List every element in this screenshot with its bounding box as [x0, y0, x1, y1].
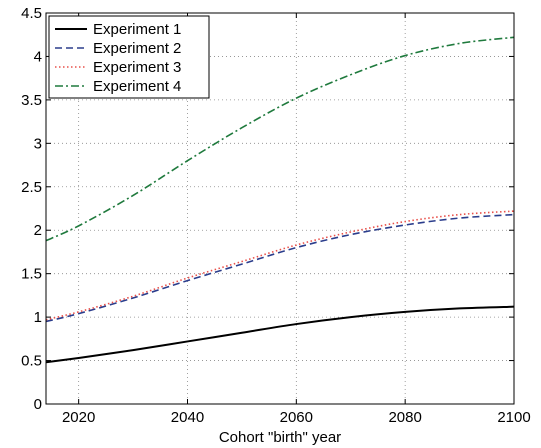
- axis-ticks: [46, 12, 515, 405]
- x-tick-label: 2060: [280, 409, 313, 426]
- x-tick-label: 2100: [497, 409, 530, 426]
- series-line-3: [45, 210, 515, 321]
- legend: Experiment 1 Experiment 2 Experiment 3 Expe…: [48, 15, 210, 99]
- series-line-2: [45, 213, 515, 323]
- legend-label: Experiment 4: [93, 78, 181, 95]
- y-tick-labels: 0 0.5 1 1.5 2 2.5 3 3.5 4 4.5: [21, 5, 42, 413]
- legend-label: Experiment 2: [93, 40, 181, 57]
- x-tick-label: 2020: [62, 409, 95, 426]
- y-tick-label: 0.5: [21, 353, 42, 370]
- plot-frame: [45, 12, 515, 405]
- x-tick-labels: 2020 2040 2060 2080 2100: [62, 409, 531, 426]
- y-tick-label: 2.5: [21, 179, 42, 196]
- x-tick-label: 2040: [171, 409, 204, 426]
- series-line-4: [45, 36, 515, 242]
- y-tick-label: 1.5: [21, 266, 42, 283]
- x-tick-label: 2080: [388, 409, 421, 426]
- series-line-1: [45, 305, 515, 364]
- legend-box: [48, 15, 210, 99]
- y-tick-label: 3: [34, 135, 42, 152]
- y-tick-label: 1: [34, 309, 42, 326]
- legend-label: Experiment 1: [93, 21, 181, 38]
- y-tick-label: 3.5: [21, 92, 42, 109]
- x-axis-label: Cohort "birth" year: [219, 429, 341, 446]
- y-tick-label: 4.5: [21, 5, 42, 22]
- y-tick-label: 2: [34, 222, 42, 239]
- series-lines: [45, 36, 515, 364]
- y-tick-label: 0: [34, 396, 42, 413]
- legend-label: Experiment 3: [93, 59, 181, 76]
- y-tick-label: 4: [34, 48, 42, 65]
